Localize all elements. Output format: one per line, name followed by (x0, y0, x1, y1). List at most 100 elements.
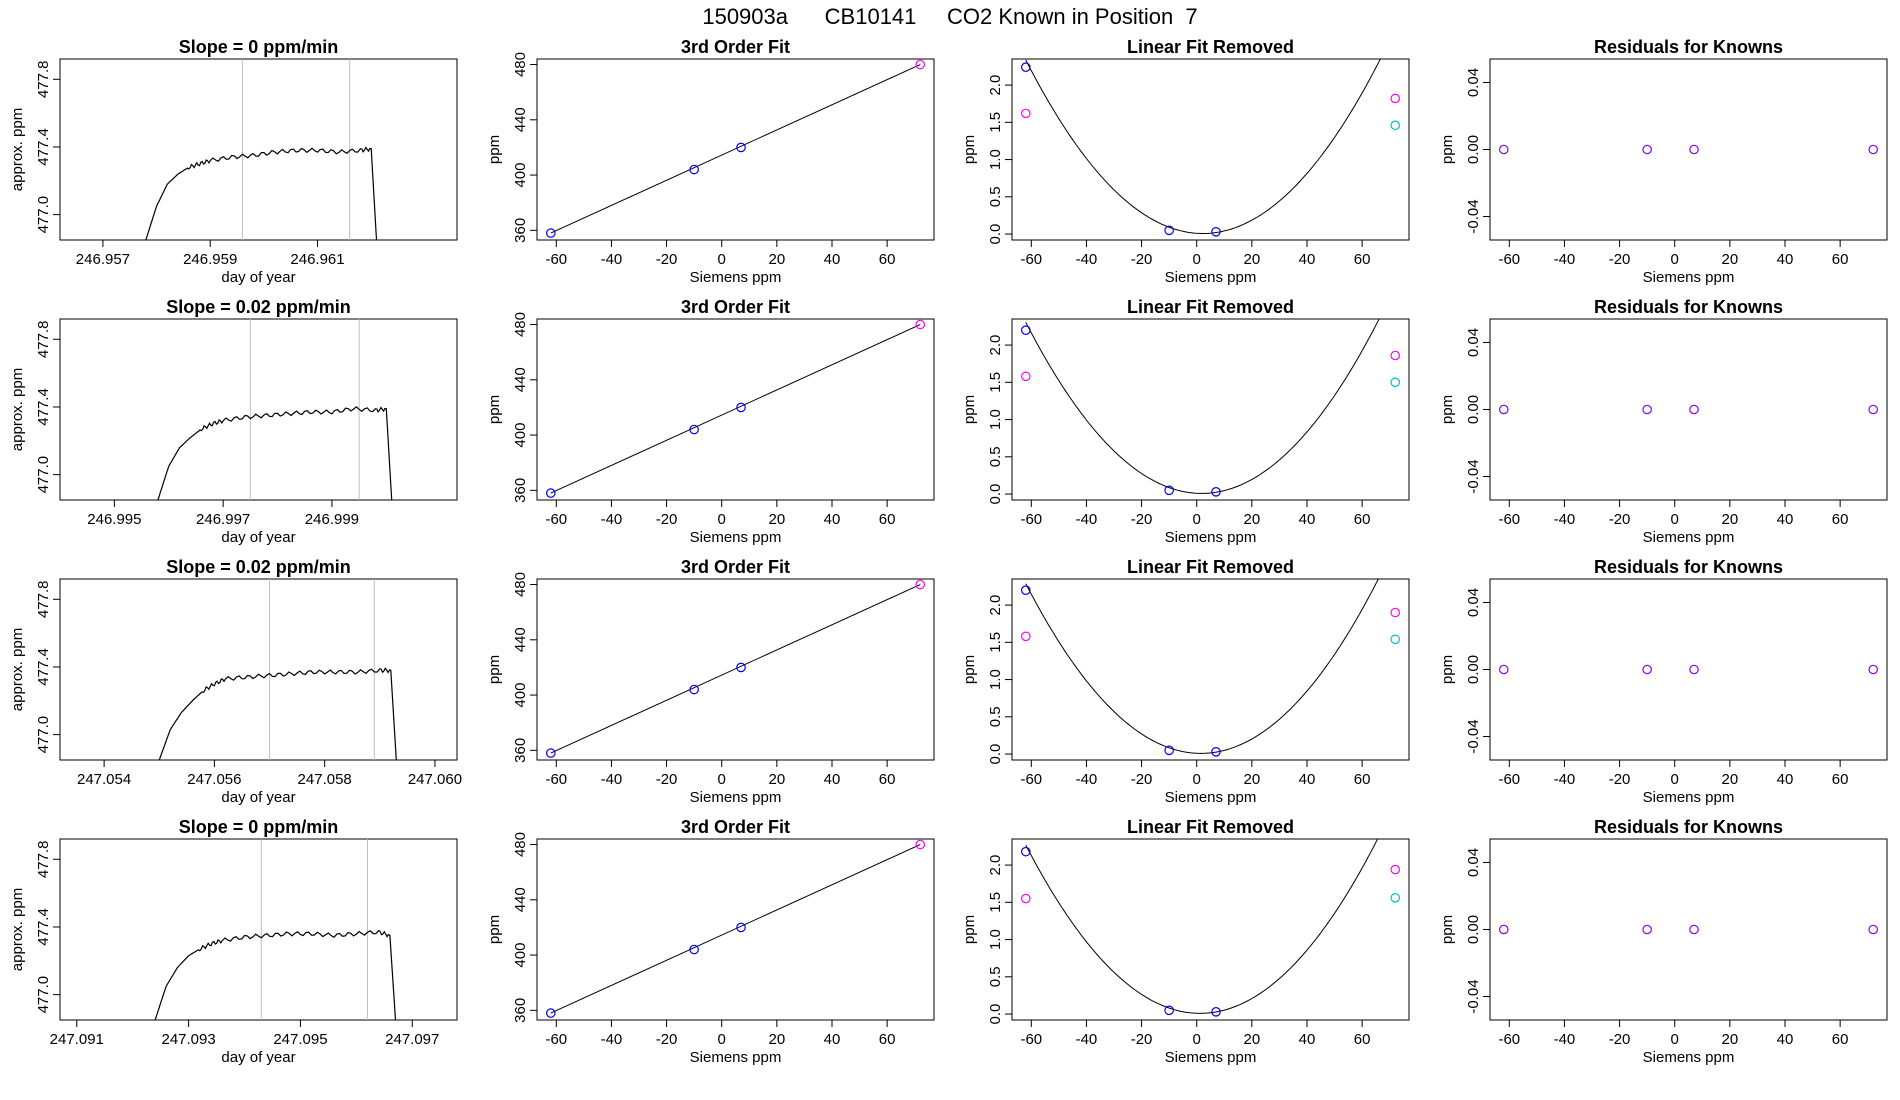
x-tick-label: 246.959 (183, 251, 237, 268)
x-tick-label: 247.058 (298, 771, 352, 788)
x-tick-label: 40 (1299, 771, 1316, 788)
data-point (1020, 631, 1031, 642)
x-tick-label: 247.097 (385, 1031, 439, 1048)
panel-title: Linear Fit Removed (1127, 557, 1294, 577)
y-axis-label: ppm (486, 395, 503, 424)
panel-title: Linear Fit Removed (1127, 817, 1294, 837)
y-tick-label: 2.0 (987, 855, 1004, 876)
panel-title: Linear Fit Removed (1127, 297, 1294, 317)
data-point (545, 228, 556, 238)
x-tick-label: -20 (1609, 1031, 1631, 1048)
x-tick-label: 60 (1354, 511, 1371, 528)
y-tick-label: -0.04 (1465, 459, 1482, 493)
data-point (1390, 93, 1401, 104)
x-tick-label: -40 (601, 771, 623, 788)
y-tick-label: 0.04 (1465, 848, 1482, 877)
x-tick-label: 247.054 (77, 771, 131, 788)
x-tick-label: 0 (718, 1031, 726, 1048)
x-tick-label: 40 (824, 1031, 841, 1048)
x-axis-label: Siemens ppm (690, 789, 782, 806)
y-tick-label: 440 (512, 887, 529, 912)
page-title: 150903a CB10141 CO2 Known in Position 7 (702, 4, 1198, 29)
data-point (1390, 864, 1401, 875)
x-tick-label: 40 (1299, 251, 1316, 268)
x-tick-label: 20 (1722, 1031, 1739, 1048)
y-axis-label: approx. ppm (9, 888, 26, 971)
data-point (1164, 485, 1174, 496)
y-tick-label: 0.04 (1465, 68, 1482, 97)
x-tick-label: -20 (656, 1031, 678, 1048)
data-point (1390, 377, 1401, 388)
x-tick-label: -40 (1554, 251, 1576, 268)
y-tick-label: 477.4 (35, 388, 52, 426)
plot-frame (1489, 838, 1888, 1021)
y-tick-label: 360 (512, 998, 529, 1023)
y-tick-label: 0.0 (987, 224, 1004, 245)
y-tick-label: 0.5 (987, 706, 1004, 727)
panel-title: Residuals for Knowns (1594, 37, 1783, 57)
data-point (915, 319, 926, 330)
panel-title: Residuals for Knowns (1594, 297, 1783, 317)
fit-curve (1025, 319, 1380, 494)
y-axis-label: approx. ppm (9, 628, 26, 711)
data-point (1868, 924, 1879, 935)
x-tick-label: 40 (824, 511, 841, 528)
x-tick-label: -60 (1020, 511, 1042, 528)
fit-curve (1025, 579, 1379, 754)
x-tick-label: 20 (1244, 251, 1261, 268)
x-tick-label: 60 (1832, 771, 1849, 788)
x-tick-label: 246.995 (87, 511, 141, 528)
x-tick-label: 40 (1299, 1031, 1316, 1048)
y-tick-label: 400 (512, 163, 529, 188)
x-tick-label: 40 (824, 771, 841, 788)
data-point (1689, 144, 1699, 155)
x-tick-label: 247.093 (161, 1031, 215, 1048)
y-axis-label: ppm (1439, 135, 1456, 164)
x-tick-label: -40 (1076, 771, 1098, 788)
panel-3-1: Slope = 0.02 ppm/min 247.054 247.056 247.05… (9, 557, 462, 806)
y-tick-label: 400 (512, 683, 529, 708)
data-point (1642, 144, 1652, 155)
x-tick-label: 247.056 (187, 771, 241, 788)
x-tick-label: 247.060 (408, 771, 462, 788)
data-point (1689, 924, 1699, 935)
y-tick-label: 477.0 (35, 716, 52, 754)
x-tick-label: -60 (1498, 771, 1520, 788)
x-tick-label: 246.997 (196, 511, 250, 528)
x-axis-label: Siemens ppm (690, 1049, 782, 1066)
x-tick-label: 246.961 (290, 251, 344, 268)
data-point (1020, 108, 1031, 119)
data-point (736, 662, 746, 673)
x-tick-label: 60 (1832, 1031, 1849, 1048)
x-tick-label: 20 (1244, 511, 1261, 528)
x-tick-label: -60 (545, 1031, 567, 1048)
plot-frame (1489, 318, 1888, 501)
y-tick-label: 0.0 (987, 744, 1004, 765)
x-tick-label: 0 (1193, 1031, 1201, 1048)
panel-title: Slope = 0.02 ppm/min (166, 297, 351, 317)
data-point (1164, 745, 1174, 756)
data-point (1498, 144, 1509, 155)
x-tick-label: 60 (1354, 771, 1371, 788)
x-axis-label: day of year (221, 1049, 295, 1066)
data-point (1211, 227, 1221, 237)
x-tick-label: 40 (1777, 1031, 1794, 1048)
y-tick-label: 2.0 (987, 335, 1004, 356)
x-tick-label: 0 (718, 511, 726, 528)
data-point (1020, 325, 1031, 335)
y-tick-label: 0.5 (987, 446, 1004, 467)
x-tick-label: 60 (1832, 511, 1849, 528)
data-point (1642, 404, 1652, 415)
x-tick-label: -60 (545, 771, 567, 788)
x-tick-label: 20 (769, 771, 786, 788)
y-axis-label: approx. ppm (9, 108, 26, 191)
x-tick-label: 60 (1354, 251, 1371, 268)
x-tick-label: -40 (601, 251, 623, 268)
ppm-trace (158, 667, 397, 760)
y-tick-label: 477.8 (35, 61, 52, 99)
y-axis-label: ppm (486, 655, 503, 684)
data-layer (550, 844, 921, 1014)
y-tick-label: 480 (512, 572, 529, 597)
x-tick-label: -60 (545, 511, 567, 528)
x-tick-label: 246.999 (305, 511, 359, 528)
